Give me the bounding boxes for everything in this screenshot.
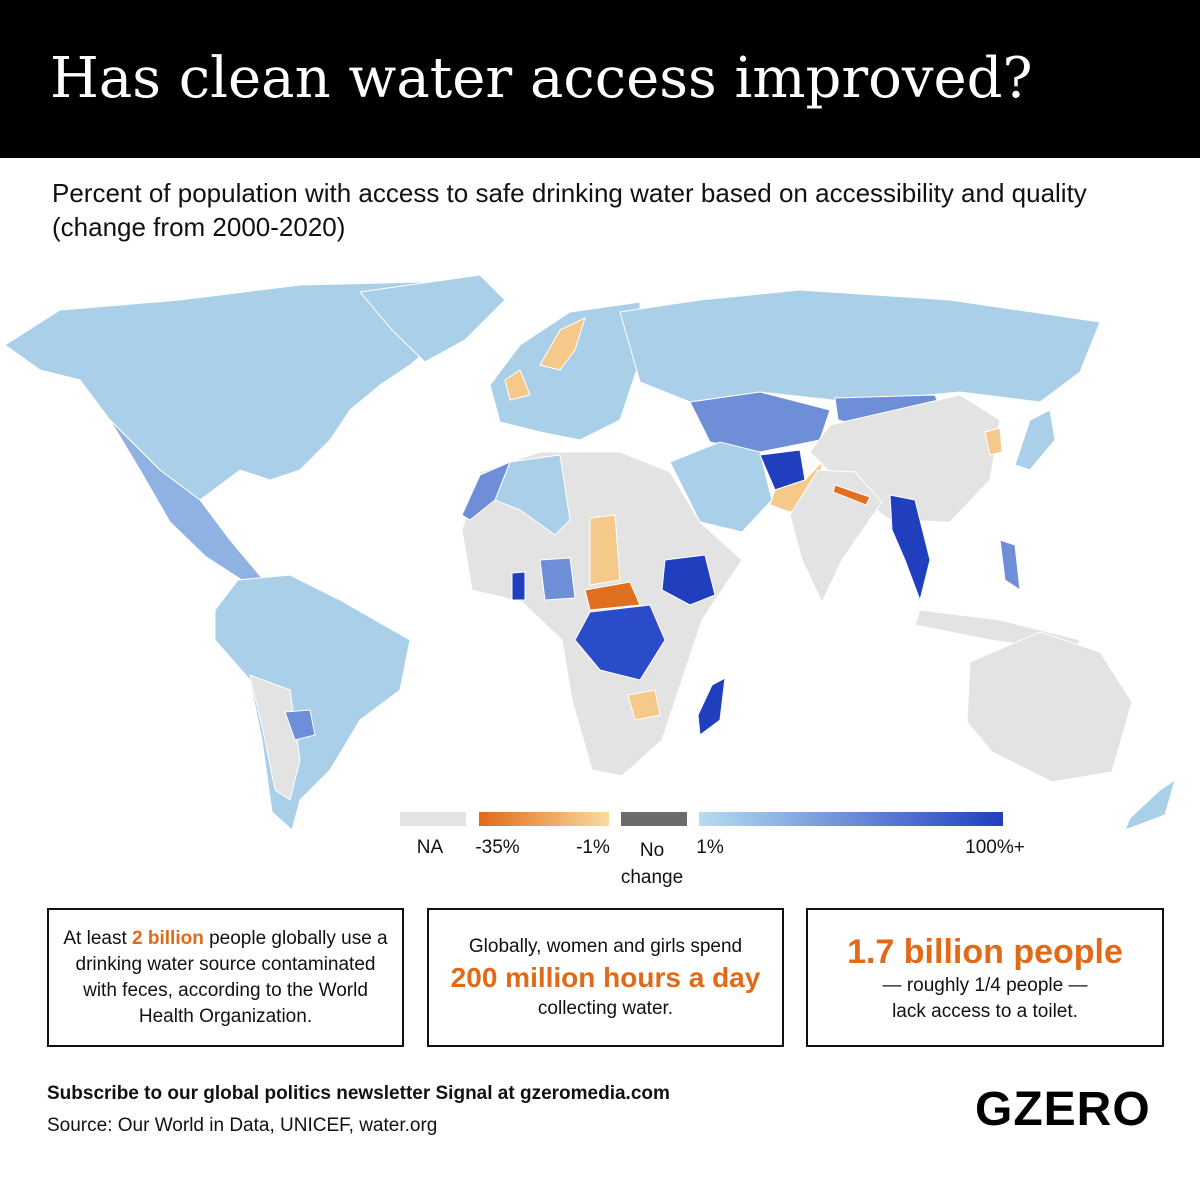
legend-scale <box>400 812 1003 826</box>
paraguay <box>284 709 316 741</box>
india <box>789 469 883 604</box>
japan <box>1014 409 1056 471</box>
stat-highlight: 2 billion <box>132 927 204 949</box>
legend-decline-swatch <box>479 812 609 826</box>
stat-before: Globally, women and girls spend <box>468 935 743 957</box>
legend-label: -35% <box>475 837 520 858</box>
stat-box: 1.7 billion people — roughly 1/4 people … <box>806 908 1164 1047</box>
legend-label: No change <box>620 840 684 888</box>
southeast-asia <box>889 494 931 602</box>
legend-increase-swatch <box>699 812 1003 826</box>
legend-label: -1% <box>576 837 610 858</box>
subscribe-line: Subscribe to our global politics newslet… <box>47 1083 670 1104</box>
madagascar <box>697 677 726 736</box>
title: Has clean water access improved? <box>50 46 1033 111</box>
greenland <box>359 274 506 363</box>
logo: GZERO <box>975 1083 1151 1136</box>
chad <box>589 514 621 586</box>
stat-after: people globally use a drinking water sou… <box>75 927 388 1027</box>
stat-box: Globally, women and girls spend 200 mill… <box>427 908 784 1047</box>
subtitle: Percent of population with access to saf… <box>52 178 1087 242</box>
south-america <box>214 574 411 831</box>
nigeria <box>539 557 576 601</box>
title-bar <box>0 0 1200 158</box>
ghana <box>511 571 526 601</box>
legend-na-swatch <box>400 812 466 826</box>
south-america-na <box>249 674 301 801</box>
source-line: Source: Our World in Data, UNICEF, water… <box>47 1115 438 1136</box>
uk <box>504 369 531 401</box>
europe <box>489 301 641 441</box>
scandinavia <box>539 317 586 371</box>
stat-after: collecting water. <box>537 997 674 1019</box>
central-asia <box>689 391 831 453</box>
stat-box: At least 2 billion people globally use a… <box>47 908 404 1047</box>
legend-label: NA <box>416 837 444 858</box>
philippines <box>999 539 1021 592</box>
stat-highlight: 1.7 billion people <box>847 932 1123 971</box>
stat-before: At least <box>63 927 127 949</box>
stat-after: — roughly 1/4 people — lack access to a … <box>882 974 1088 1022</box>
car <box>584 581 641 611</box>
legend-no-change-swatch <box>621 812 687 826</box>
stat-text: At least 2 billion people globally use a… <box>63 926 388 1030</box>
australia <box>966 631 1133 783</box>
new-zealand <box>1124 778 1176 831</box>
nepal <box>832 484 871 506</box>
legend-label: 1% <box>696 837 724 858</box>
legend-label: 100%+ <box>965 837 1025 858</box>
morocco <box>461 461 511 521</box>
drc <box>574 604 666 681</box>
russia <box>619 289 1101 403</box>
world-map <box>4 274 1176 831</box>
stat-highlight: 200 million hours a day <box>450 961 761 993</box>
korea <box>984 427 1003 456</box>
zimbabwe <box>627 689 661 721</box>
ethiopia <box>661 554 716 606</box>
